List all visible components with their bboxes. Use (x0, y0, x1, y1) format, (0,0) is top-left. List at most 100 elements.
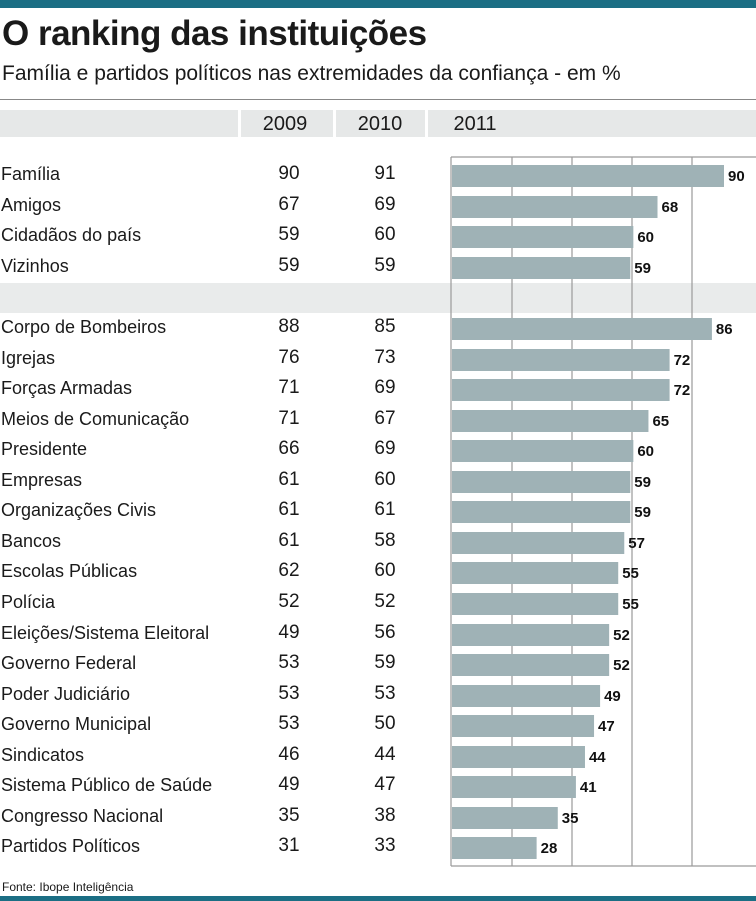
value-2010: 47 (374, 774, 396, 795)
bar-2011 (452, 593, 619, 615)
value-2009: 49 (278, 622, 300, 643)
bar-value-label: 72 (674, 382, 691, 399)
row-label: Poder Judiciário (1, 684, 131, 704)
value-2009: 53 (278, 683, 300, 704)
value-2009: 62 (278, 560, 300, 581)
column-header-2011: 2011 (453, 113, 497, 135)
value-2010: 85 (374, 316, 396, 337)
bar-value-label: 55 (622, 596, 639, 613)
value-2010: 61 (374, 499, 396, 520)
row-label: Polícia (1, 592, 56, 612)
value-2010: 33 (374, 835, 396, 856)
row-label: Governo Municipal (1, 714, 152, 734)
bar-2011 (452, 776, 576, 798)
row-label: Escolas Públicas (1, 561, 138, 581)
column-divider (333, 110, 336, 137)
value-2009: 59 (278, 255, 300, 276)
value-2009: 61 (278, 499, 300, 520)
bar-2011 (452, 837, 537, 859)
bar-value-label: 57 (628, 535, 645, 552)
bar-2011 (452, 624, 610, 646)
bar-2011 (452, 196, 658, 218)
value-2010: 60 (374, 560, 396, 581)
value-2009: 31 (278, 835, 300, 856)
value-2009: 52 (278, 591, 300, 612)
bar-2011 (452, 165, 724, 187)
row-label: Família (1, 164, 61, 184)
bar-2011 (452, 562, 619, 584)
row-label: Sistema Público de Saúde (1, 775, 213, 795)
value-2010: 53 (374, 683, 396, 704)
value-2010: 59 (374, 255, 396, 276)
value-2009: 67 (278, 194, 300, 215)
bar-value-label: 44 (589, 749, 606, 766)
value-2009: 49 (278, 774, 300, 795)
bar-2011 (452, 226, 634, 248)
bar-2011 (452, 440, 634, 462)
row-label: Vizinhos (1, 256, 69, 276)
value-2010: 60 (374, 224, 396, 245)
bar-value-label: 60 (637, 443, 654, 460)
value-2010: 69 (374, 438, 396, 459)
group-separator-band (0, 283, 756, 313)
column-divider (238, 110, 241, 137)
source-note: Fonte: Ibope Inteligência (2, 880, 134, 894)
bar-value-label: 55 (622, 565, 639, 582)
bar-value-label: 35 (562, 810, 579, 827)
bar-value-label: 68 (662, 199, 679, 216)
value-2010: 73 (374, 347, 396, 368)
bar-2011 (452, 685, 601, 707)
bar-2011 (452, 349, 670, 371)
column-header-2010: 2010 (357, 113, 403, 135)
value-2010: 56 (374, 622, 396, 643)
bar-value-label: 41 (580, 779, 597, 796)
row-label: Organizações Civis (1, 500, 157, 520)
bar-value-label: 52 (613, 627, 630, 644)
value-2010: 59 (374, 652, 396, 673)
value-2009: 90 (278, 163, 300, 184)
bar-value-label: 86 (716, 321, 733, 338)
value-2009: 59 (278, 224, 300, 245)
column-header-2009: 2009 (262, 113, 308, 135)
value-2010: 91 (374, 163, 396, 184)
row-label: Cidadãos do país (1, 225, 142, 245)
bar-2011 (452, 746, 585, 768)
bar-value-label: 59 (634, 504, 651, 521)
value-2010: 69 (374, 377, 396, 398)
row-label: Empresas (1, 470, 83, 490)
value-2010: 52 (374, 591, 396, 612)
top-accent-bar (0, 0, 756, 8)
value-2009: 71 (278, 377, 300, 398)
value-2010: 50 (374, 713, 396, 734)
bar-value-label: 49 (604, 688, 621, 705)
bar-value-label: 90 (728, 168, 745, 185)
row-label: Sindicatos (1, 745, 85, 765)
value-2009: 46 (278, 744, 300, 765)
column-divider (425, 110, 428, 137)
bar-value-label: 72 (674, 352, 691, 369)
row-label: Corpo de Bombeiros (1, 317, 167, 337)
bar-2011 (452, 318, 712, 340)
value-2009: 53 (278, 713, 300, 734)
value-2009: 88 (278, 316, 300, 337)
value-2009: 71 (278, 408, 300, 429)
value-2009: 53 (278, 652, 300, 673)
bar-2011 (452, 807, 558, 829)
value-2010: 69 (374, 194, 396, 215)
value-2010: 58 (374, 530, 396, 551)
row-label: Presidente (1, 439, 88, 459)
value-2009: 66 (278, 438, 300, 459)
chart-subtitle: Família e partidos políticos nas extremi… (2, 62, 621, 85)
value-2009: 61 (278, 469, 300, 490)
row-label: Governo Federal (1, 653, 137, 673)
bar-2011 (452, 501, 631, 523)
bar-2011 (452, 715, 595, 737)
bar-value-label: 65 (652, 413, 669, 430)
bar-2011 (452, 471, 631, 493)
row-label: Eleições/Sistema Eleitoral (1, 623, 210, 643)
bar-2011 (452, 379, 670, 401)
column-header-band (0, 110, 756, 137)
value-2009: 76 (278, 347, 300, 368)
row-label: Congresso Nacional (1, 806, 164, 826)
